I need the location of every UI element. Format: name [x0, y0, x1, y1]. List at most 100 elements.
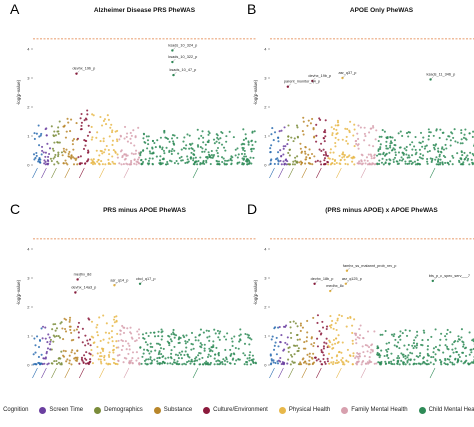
data-point: [393, 148, 396, 151]
data-point: [160, 328, 163, 331]
data-point: [149, 345, 152, 348]
data-point: [290, 353, 293, 357]
data-point: [459, 142, 462, 145]
category-bracket: [316, 167, 322, 179]
data-point: [466, 154, 469, 157]
data-point: [294, 322, 297, 325]
category-bracket: [192, 167, 199, 179]
data-point: [248, 359, 251, 362]
data-point: [199, 146, 202, 149]
data-point: [111, 357, 115, 360]
data-point: [102, 137, 105, 140]
data-point: [49, 157, 52, 160]
annotation-leader: [114, 282, 118, 286]
data-point: [161, 146, 164, 149]
data-point: [458, 161, 461, 164]
data-point: [304, 145, 307, 149]
data-point: [362, 351, 365, 354]
legend-item: Culture/Environment: [203, 406, 268, 414]
data-point: [422, 357, 425, 360]
data-point: [405, 149, 408, 152]
data-point: [363, 355, 366, 358]
data-point: [134, 340, 137, 343]
data-point: [192, 163, 195, 166]
data-point: [188, 134, 191, 137]
data-point: [334, 142, 337, 145]
y-tick-label: 1: [27, 333, 30, 338]
y-axis-label: -log(p-value): [16, 79, 21, 105]
data-point: [222, 157, 225, 160]
data-point: [444, 161, 447, 164]
data-point: [309, 122, 312, 125]
data-point: [307, 363, 310, 366]
data-point: [342, 153, 345, 156]
data-point: [238, 334, 241, 337]
data-point: [405, 145, 408, 149]
data-point: [280, 154, 283, 157]
data-point: [218, 332, 221, 335]
data-point: [194, 357, 197, 360]
data-point: [90, 161, 93, 165]
annotation-leader: [342, 74, 346, 79]
data-point: [72, 148, 75, 151]
data-point: [299, 361, 302, 364]
annotation-leader: [76, 70, 80, 74]
data-point: [107, 148, 110, 152]
data-point: [79, 117, 82, 120]
data-point: [384, 329, 387, 333]
data-point: [207, 329, 210, 333]
data-point: [118, 138, 121, 141]
data-point: [357, 137, 360, 140]
data-point: [226, 159, 229, 162]
data-point: [426, 162, 429, 165]
data-point: [84, 144, 87, 147]
data-point: [384, 360, 387, 363]
data-point: [458, 338, 461, 341]
data-point: [351, 331, 354, 335]
data-point: [72, 163, 76, 166]
data-point: [172, 333, 175, 336]
data-point: [404, 363, 407, 366]
data-point: [298, 363, 301, 366]
data-point: [34, 156, 37, 159]
data-point: [286, 343, 289, 346]
data-point: [121, 344, 124, 348]
data-point: [141, 333, 144, 336]
data-point: [171, 148, 174, 151]
data-point: [272, 348, 276, 351]
data-point: [64, 136, 67, 139]
data-point: [134, 152, 137, 155]
data-point: [331, 319, 334, 323]
data-point: [346, 348, 349, 351]
data-point: [136, 330, 139, 333]
data-point: [437, 348, 440, 351]
data-point: [205, 329, 208, 332]
data-point: [317, 358, 320, 361]
category-bracket: [51, 367, 57, 379]
data-point: [394, 144, 397, 147]
panel-title: APOE Only PheWAS: [350, 7, 414, 14]
data-point: [41, 337, 44, 340]
data-point: [345, 325, 348, 328]
data-point: [194, 156, 197, 159]
data-point: [390, 352, 393, 355]
data-point: [449, 355, 452, 358]
data-point: [196, 144, 200, 147]
data-point: [330, 361, 333, 364]
data-point: [389, 136, 392, 139]
data-point: [216, 146, 220, 150]
data-point: [159, 347, 163, 350]
data-point: [385, 342, 388, 345]
data-point: [340, 351, 343, 354]
data-point: [80, 356, 84, 359]
data-point: [352, 134, 355, 137]
data-point: [88, 338, 92, 341]
data-point: [77, 331, 80, 334]
data-point: [164, 357, 167, 360]
y-tick-label: 1: [264, 333, 267, 338]
data-point: [437, 163, 440, 166]
data-point: [173, 143, 176, 146]
data-point: [247, 162, 250, 165]
data-point: [112, 318, 116, 321]
data-point: [113, 315, 116, 319]
